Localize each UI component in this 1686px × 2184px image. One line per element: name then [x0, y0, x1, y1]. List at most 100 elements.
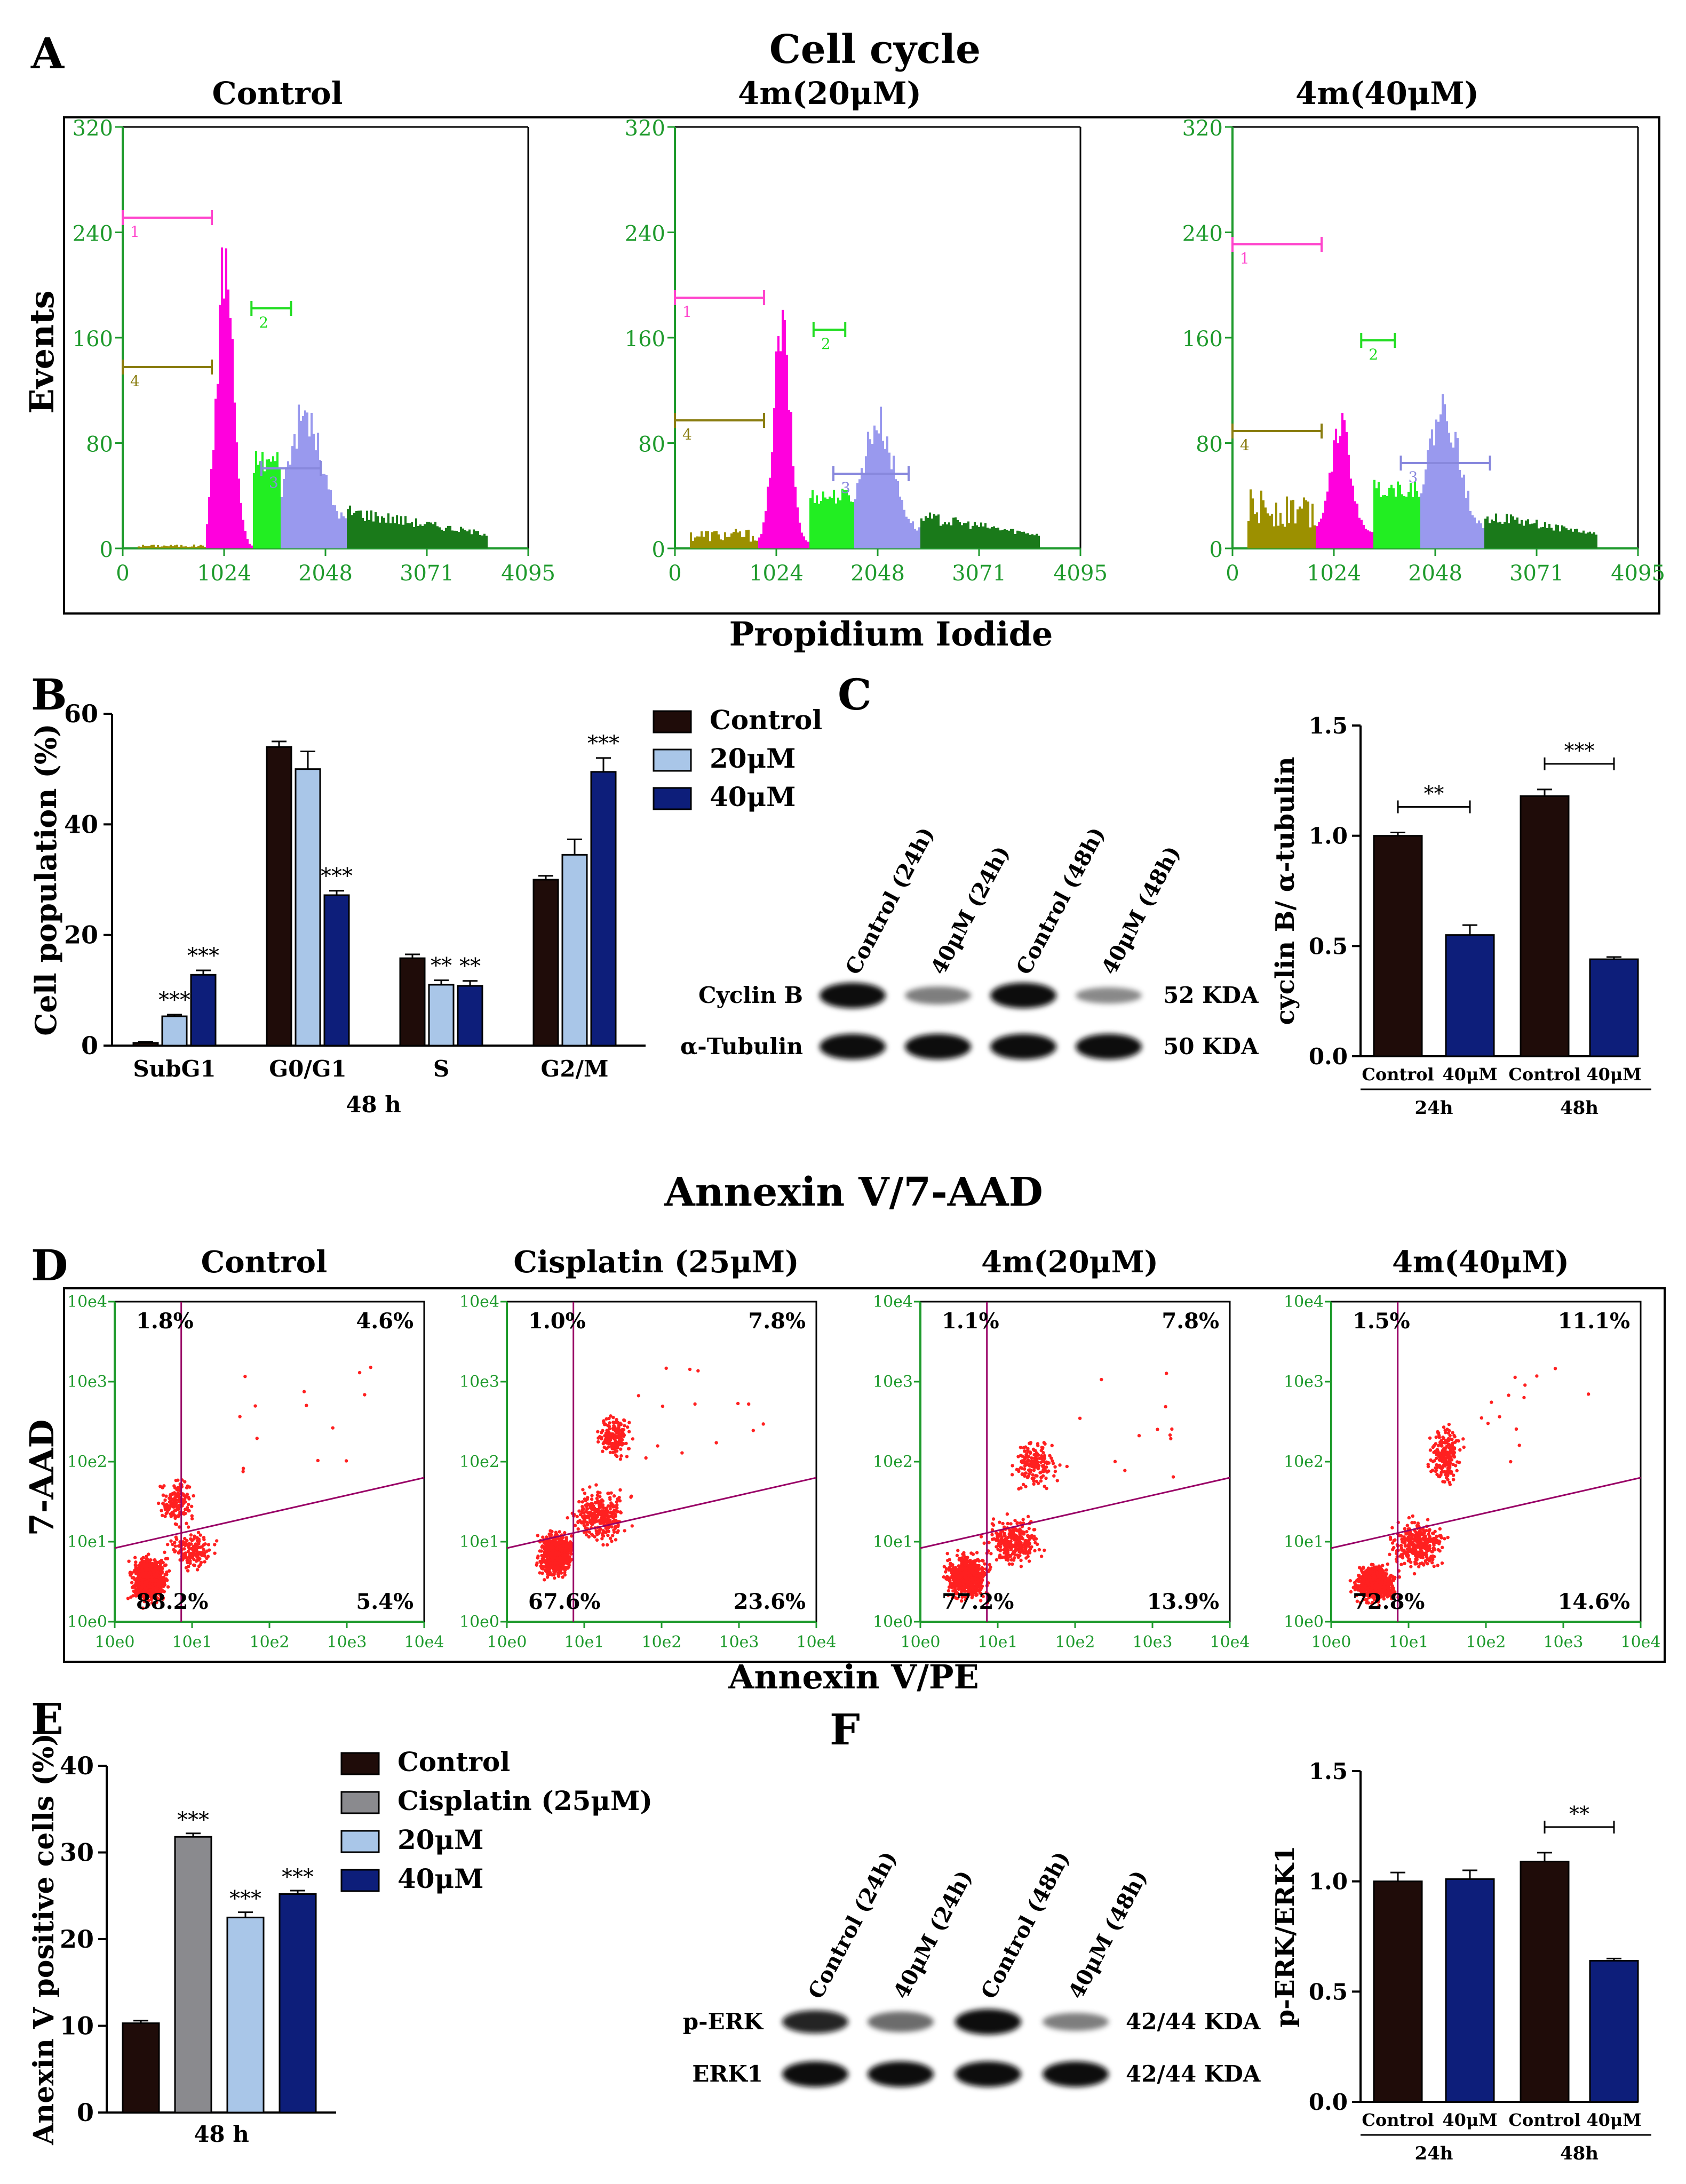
scatter-point: [171, 1511, 175, 1515]
histogram-bin: [758, 537, 760, 548]
scatter-point: [977, 1559, 981, 1563]
histogram-bin: [300, 420, 302, 548]
histogram-bin: [1482, 528, 1484, 548]
histogram-bin: [1023, 531, 1025, 548]
histogram-bin: [323, 474, 325, 548]
histogram-bin: [268, 459, 270, 548]
panel-d: Annexin V/7-AAD D 7-AAD Annexin V/PE Con…: [22, 1169, 1666, 1696]
histogram-bin: [148, 546, 150, 548]
scatter-point: [1003, 1534, 1007, 1537]
x-tick-label: 40μM: [1442, 1064, 1497, 1085]
scatter-point: [185, 1521, 188, 1525]
scatter-point: [195, 1568, 200, 1572]
scatter-point: [586, 1511, 590, 1515]
scatter-point: [751, 1429, 755, 1432]
histogram-bin: [799, 522, 801, 548]
histogram-bin: [347, 509, 349, 548]
histogram-bin: [1258, 523, 1260, 548]
scatter-point: [540, 1560, 544, 1564]
histogram-bin: [200, 545, 202, 548]
scatter-point: [1028, 1547, 1032, 1551]
y-tick-label: 10e1: [1284, 1533, 1324, 1551]
histogram-bin: [279, 467, 281, 548]
y-tick-label: 10e4: [459, 1293, 499, 1311]
scatter-point: [576, 1520, 580, 1525]
histogram-bin: [138, 546, 140, 548]
scatter-point: [564, 1538, 568, 1542]
scatter-point: [1007, 1562, 1011, 1566]
scatter-point: [150, 1561, 154, 1566]
scatter-point: [150, 1577, 154, 1582]
scatter-point: [142, 1561, 146, 1565]
scatter-point: [148, 1584, 152, 1588]
y-tick-label: 40: [64, 810, 98, 839]
scatter-point: [580, 1521, 584, 1525]
histogram-bin: [957, 520, 959, 548]
scatter-point: [1357, 1574, 1361, 1577]
histogram-bin: [724, 532, 726, 548]
scatter-point: [613, 1445, 617, 1448]
histogram-bin: [790, 412, 792, 548]
histogram-bin: [1311, 504, 1314, 548]
scatter-point: [627, 1430, 631, 1433]
histogram-bin: [925, 516, 927, 548]
scatter-point: [1017, 1487, 1021, 1491]
scatter-point: [134, 1570, 139, 1574]
histogram-bin: [308, 436, 311, 548]
scatter-point: [603, 1434, 607, 1438]
scatter-point: [1019, 1565, 1023, 1568]
y-tick-label: 0: [81, 1031, 98, 1060]
scatter-point: [558, 1556, 562, 1559]
scatter-point: [536, 1556, 540, 1560]
scatter-point: [253, 1404, 257, 1408]
histogram-bin: [1375, 488, 1378, 548]
scatter-title: 4m(40μM): [1392, 1245, 1569, 1280]
scatter-point: [569, 1541, 574, 1545]
histogram-bin: [1029, 535, 1031, 548]
scatter-point: [558, 1530, 561, 1534]
x-tick-label: 1024: [749, 561, 804, 586]
histogram-bin: [735, 529, 737, 548]
scatter-point: [544, 1547, 547, 1551]
scatter-point: [553, 1576, 556, 1580]
scatter-point: [1051, 1459, 1054, 1463]
scatter-point: [174, 1535, 178, 1539]
histogram-bin: [1580, 532, 1582, 548]
histogram-bin: [1390, 484, 1393, 548]
x-tick-label: 10e2: [641, 1633, 681, 1652]
scatter-point: [1036, 1461, 1040, 1464]
scatter-point: [973, 1577, 977, 1581]
scatter-point: [961, 1552, 965, 1556]
scatter-point: [550, 1552, 554, 1556]
histogram-bin: [468, 529, 471, 548]
histogram-bin: [1292, 499, 1294, 548]
histogram-bin: [1491, 519, 1493, 548]
histogram-bin: [210, 469, 212, 548]
histogram-bin: [765, 511, 767, 548]
histogram-bin: [1271, 514, 1273, 548]
x-tick-label: 10e0: [487, 1633, 527, 1652]
histogram-bin: [332, 505, 334, 548]
scatter-point: [1023, 1474, 1027, 1478]
scatter-point: [156, 1501, 161, 1505]
scatter-point: [1004, 1558, 1008, 1561]
scatter-point: [957, 1582, 960, 1587]
scatter-point: [189, 1533, 193, 1537]
histogram-bin: [451, 530, 454, 548]
scatter-point: [949, 1582, 952, 1586]
scatter-point: [1024, 1471, 1028, 1475]
histogram-bin: [989, 528, 991, 548]
scatter-point: [944, 1576, 949, 1580]
scatter-point: [1043, 1548, 1046, 1552]
bar: [532, 879, 559, 1047]
y-axis-label: cyclin B/ α-tubulin: [1270, 757, 1300, 1025]
histogram-bin: [993, 526, 995, 548]
scatter-point: [202, 1537, 206, 1542]
scatter-point: [559, 1561, 562, 1565]
blot-row-label: Cyclin B: [698, 982, 803, 1008]
quadrant-upper-right: 4.6%: [356, 1309, 413, 1334]
scatter-point: [147, 1603, 150, 1607]
gate-marker-label: 1: [682, 303, 692, 321]
scatter-point: [538, 1571, 542, 1575]
scatter-point: [960, 1579, 964, 1583]
